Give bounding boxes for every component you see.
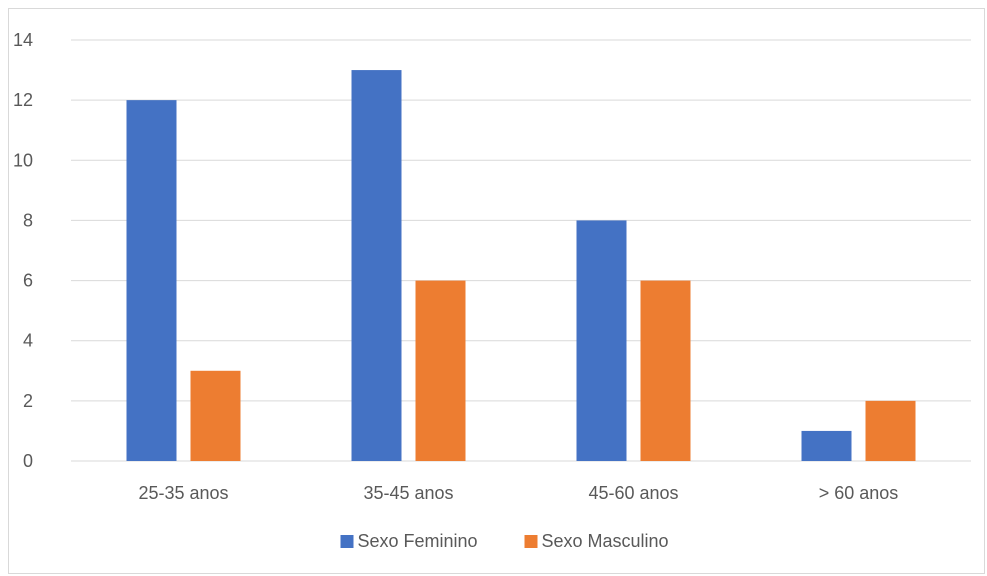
legend-label: Sexo Feminino [358,531,478,551]
x-tick-label: 35-45 anos [363,483,453,503]
y-tick-label: 0 [23,451,33,471]
y-tick-label: 14 [13,30,33,50]
legend-swatch [340,535,354,548]
legend-swatch [524,535,538,548]
y-tick-label: 2 [23,391,33,411]
bars [126,70,916,462]
bar-masculino-1 [190,370,241,461]
bar-masculino-2 [415,280,466,461]
chart-frame: 0 2 4 6 8 10 12 14 25-35 anos 35-45 anos 45-60 an… [8,8,985,574]
bar-feminino-1 [126,100,177,462]
bar-feminino-2 [351,70,402,462]
y-tick-label: 4 [23,331,33,351]
bar-feminino-3 [576,220,627,461]
legend: Sexo Feminino Sexo Masculino [340,531,669,551]
legend-label: Sexo Masculino [542,531,669,551]
x-tick-label: > 60 anos [819,483,899,503]
legend-item-masculino: Sexo Masculino [524,531,669,551]
bar-chart: 0 2 4 6 8 10 12 14 25-35 anos 35-45 anos 45-60 an… [13,30,971,551]
bar-feminino-4 [801,430,852,461]
y-tick-label: 12 [13,90,33,110]
bar-masculino-3 [640,280,691,461]
y-axis-ticks: 0 2 4 6 8 10 12 14 [13,30,33,471]
x-tick-label: 25-35 anos [138,483,228,503]
y-tick-label: 6 [23,271,33,291]
x-tick-label: 45-60 anos [588,483,678,503]
x-axis-ticks: 25-35 anos 35-45 anos 45-60 anos > 60 anos [138,483,898,503]
y-tick-label: 10 [13,150,33,170]
legend-item-feminino: Sexo Feminino [340,531,478,551]
bar-masculino-4 [865,400,916,461]
y-tick-label: 8 [23,210,33,230]
